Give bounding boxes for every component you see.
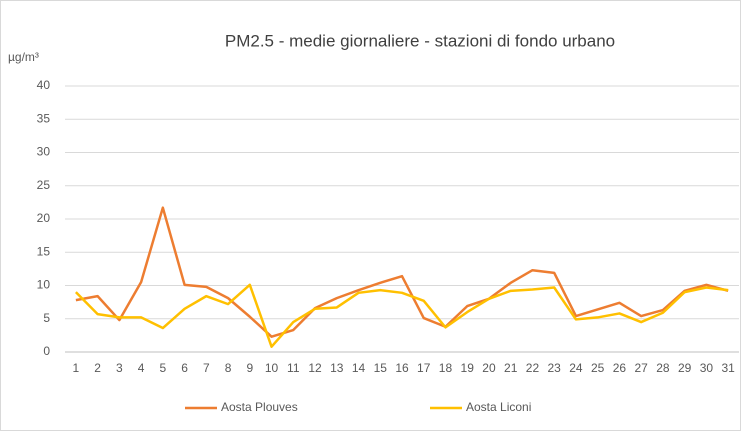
- x-tick-label: 6: [181, 361, 188, 375]
- x-tick-label: 27: [634, 361, 648, 375]
- y-tick-label: 30: [37, 145, 51, 159]
- x-tick-label: 25: [591, 361, 605, 375]
- x-tick-label: 8: [225, 361, 232, 375]
- y-tick-label: 40: [37, 78, 51, 92]
- x-tick-label: 31: [721, 361, 735, 375]
- x-tick-label: 1: [73, 361, 80, 375]
- legend-label: Aosta Plouves: [221, 400, 298, 414]
- chart-title: PM2.5 - medie giornaliere - stazioni di …: [225, 31, 615, 50]
- x-tick-label: 17: [417, 361, 431, 375]
- x-tick-label: 23: [548, 361, 562, 375]
- x-tick-label: 14: [352, 361, 366, 375]
- y-tick-label: 25: [37, 178, 51, 192]
- series-line: [75, 206, 729, 338]
- x-tick-label: 29: [678, 361, 692, 375]
- x-tick-label: 30: [700, 361, 714, 375]
- x-tick-label: 10: [265, 361, 279, 375]
- x-tick-label: 18: [439, 361, 453, 375]
- y-tick-label: 0: [43, 344, 50, 358]
- chart-border: [0, 0, 741, 431]
- x-tick-label: 20: [482, 361, 496, 375]
- x-tick-label: 24: [569, 361, 583, 375]
- series-line: [74, 283, 729, 348]
- x-tick-label: 2: [94, 361, 101, 375]
- x-tick-label: 16: [395, 361, 409, 375]
- x-tick-label: 21: [504, 361, 518, 375]
- x-tick-label: 11: [287, 361, 300, 375]
- x-tick-label: 13: [330, 361, 344, 375]
- y-tick-label: 15: [37, 244, 51, 258]
- y-axis-label: µg/m³: [8, 50, 39, 64]
- y-tick-label: 5: [43, 311, 50, 325]
- y-tick-label: 20: [37, 211, 51, 225]
- y-tick-label: 35: [37, 111, 51, 125]
- x-tick-label: 7: [203, 361, 210, 375]
- y-tick-label: 10: [37, 278, 51, 292]
- x-tick-label: 12: [308, 361, 322, 375]
- x-tick-label: 22: [526, 361, 540, 375]
- x-tick-label: 19: [461, 361, 475, 375]
- x-tick-label: 5: [159, 361, 166, 375]
- x-tick-label: 3: [116, 361, 123, 375]
- x-tick-label: 15: [374, 361, 388, 375]
- x-tick-label: 9: [246, 361, 253, 375]
- legend-label: Aosta Liconi: [466, 400, 531, 414]
- x-tick-label: 4: [138, 361, 145, 375]
- x-tick-label: 28: [656, 361, 670, 375]
- x-tick-label: 26: [613, 361, 627, 375]
